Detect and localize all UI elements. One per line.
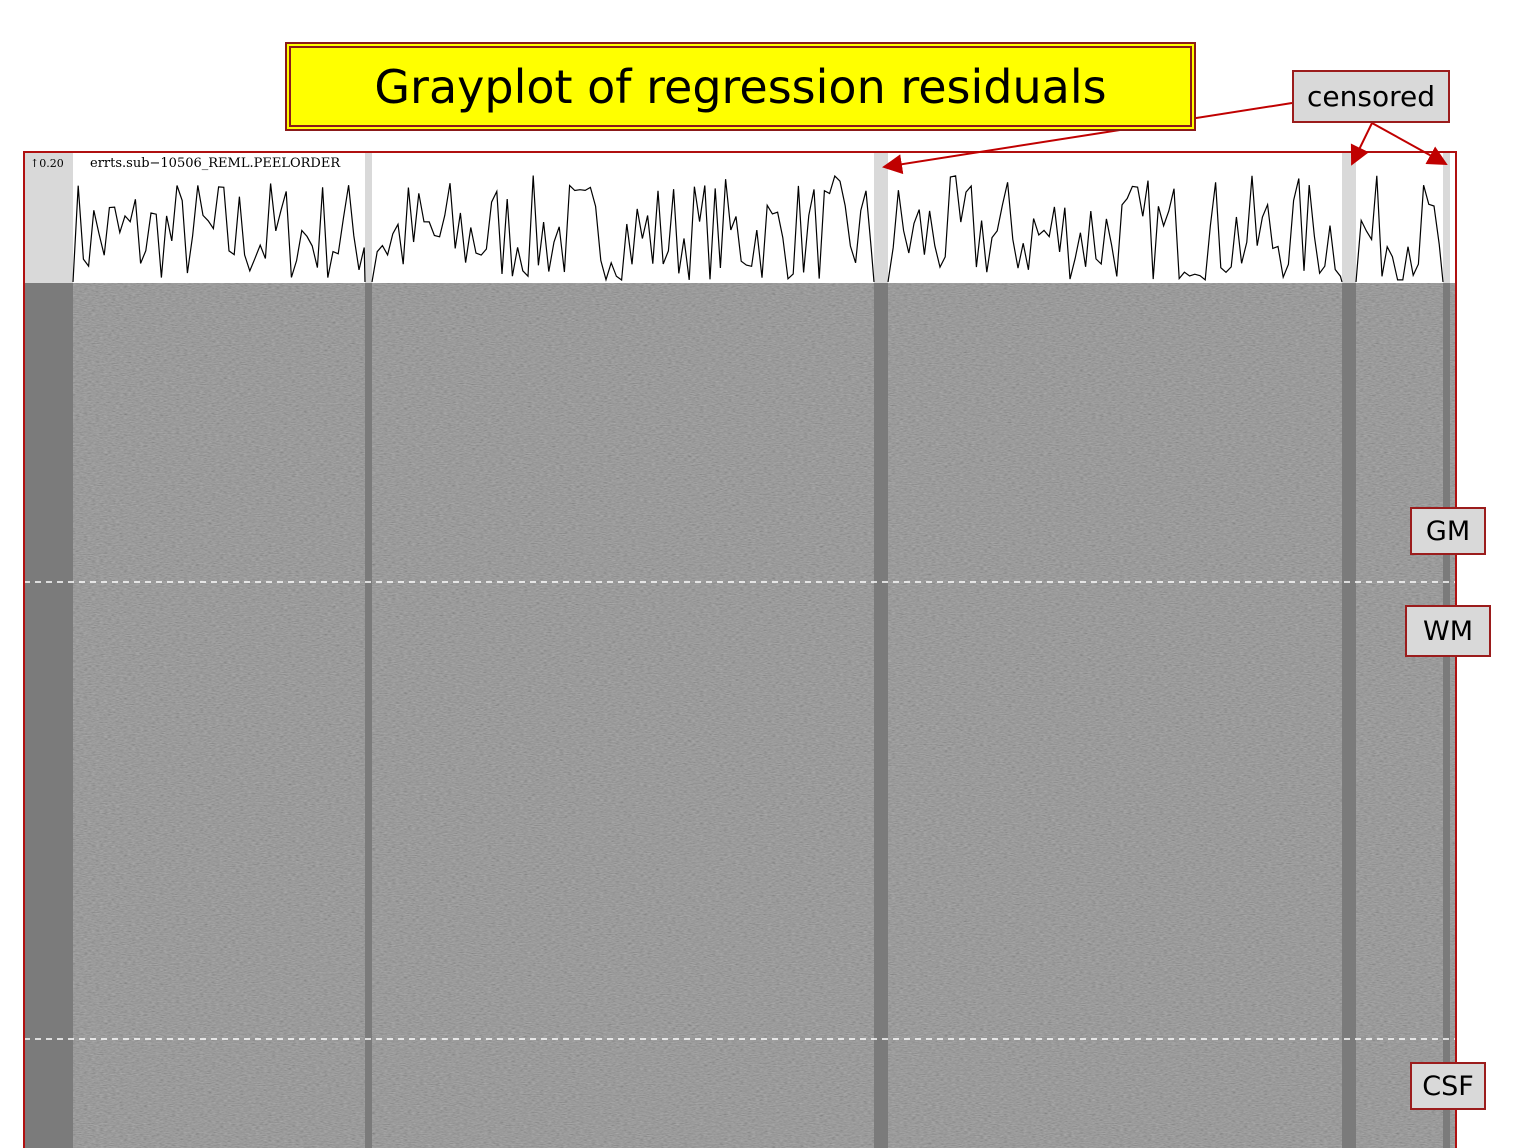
region-label: CSF xyxy=(1410,1062,1486,1110)
censored-band xyxy=(365,283,372,1148)
region-label: GM xyxy=(1410,507,1486,555)
scale-label: ↑0.20 xyxy=(30,157,64,170)
arrow xyxy=(882,102,1293,175)
residual-trace xyxy=(72,174,1444,283)
censored-label: censored xyxy=(1292,70,1450,123)
title: Grayplot of regression residuals xyxy=(285,42,1196,131)
censored-band xyxy=(24,152,73,283)
censored-band xyxy=(365,152,372,283)
censored-band xyxy=(24,283,73,1148)
region-label: WM xyxy=(1405,605,1491,657)
censored-band xyxy=(1443,152,1450,283)
censored-band xyxy=(1342,152,1356,283)
dataset-label: errts.sub−10506_REML.PEELORDER xyxy=(90,156,341,171)
censored-band xyxy=(1443,283,1450,1148)
arrow xyxy=(1350,122,1373,166)
image-texture xyxy=(24,283,1456,1148)
censored-band xyxy=(874,152,888,283)
censored-band xyxy=(874,283,888,1148)
arrow xyxy=(1371,122,1448,165)
censored-band xyxy=(1342,283,1356,1148)
censored-gaps xyxy=(24,152,1450,1148)
